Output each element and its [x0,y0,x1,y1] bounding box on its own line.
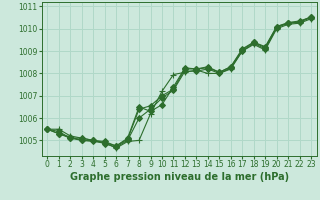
X-axis label: Graphe pression niveau de la mer (hPa): Graphe pression niveau de la mer (hPa) [70,172,289,182]
